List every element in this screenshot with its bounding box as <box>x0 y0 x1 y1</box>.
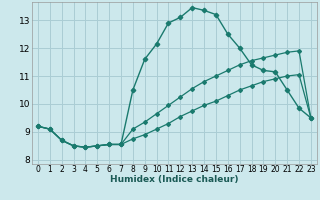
X-axis label: Humidex (Indice chaleur): Humidex (Indice chaleur) <box>110 175 239 184</box>
